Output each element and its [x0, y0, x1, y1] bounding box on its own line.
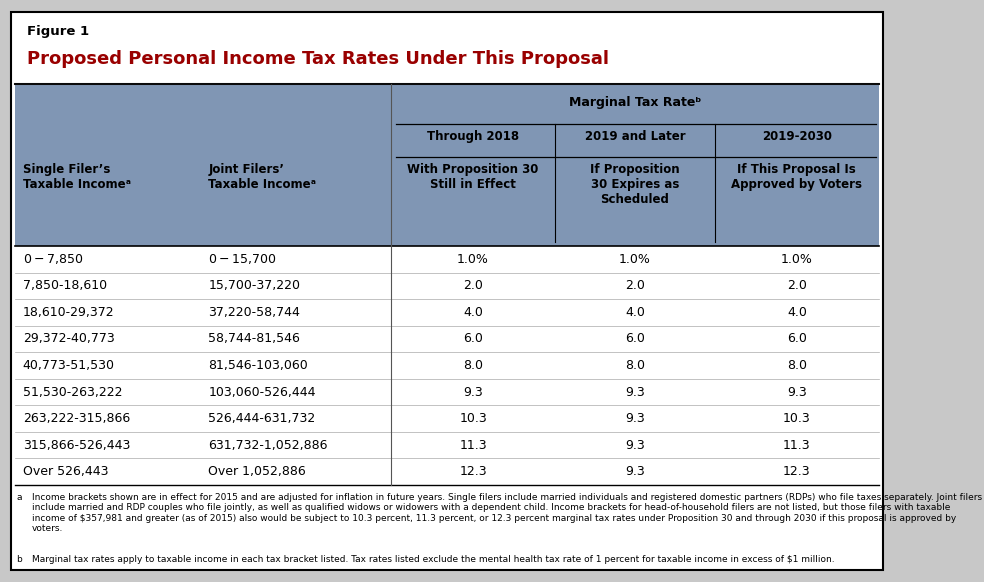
- Text: 9.3: 9.3: [625, 465, 645, 478]
- Text: 2019 and Later: 2019 and Later: [584, 130, 685, 143]
- Text: 631,732-1,052,886: 631,732-1,052,886: [209, 439, 328, 452]
- Text: 263,222-315,866: 263,222-315,866: [23, 412, 130, 425]
- Text: 9.3: 9.3: [625, 385, 645, 399]
- Text: 18,610-29,372: 18,610-29,372: [23, 306, 114, 319]
- Text: With Proposition 30
Still in Effect: With Proposition 30 Still in Effect: [407, 163, 539, 191]
- Text: $0-$7,850: $0-$7,850: [23, 252, 83, 267]
- Text: Proposed Personal Income Tax Rates Under This Proposal: Proposed Personal Income Tax Rates Under…: [28, 50, 609, 68]
- Text: 4.0: 4.0: [787, 306, 807, 319]
- Text: 10.3: 10.3: [460, 412, 487, 425]
- Text: Income brackets shown are in effect for 2015 and are adjusted for inflation in f: Income brackets shown are in effect for …: [31, 493, 982, 533]
- Text: 8.0: 8.0: [787, 359, 807, 372]
- Text: 1.0%: 1.0%: [781, 253, 813, 266]
- Text: 9.3: 9.3: [787, 385, 807, 399]
- Text: 315,866-526,443: 315,866-526,443: [23, 439, 130, 452]
- Text: 2.0: 2.0: [463, 279, 483, 292]
- Text: Through 2018: Through 2018: [427, 130, 520, 143]
- Text: 12.3: 12.3: [783, 465, 811, 478]
- Text: Joint Filers’
Taxable Incomeᵃ: Joint Filers’ Taxable Incomeᵃ: [209, 163, 317, 191]
- Text: 10.3: 10.3: [783, 412, 811, 425]
- Text: 6.0: 6.0: [787, 332, 807, 346]
- Text: 15,700-37,220: 15,700-37,220: [209, 279, 300, 292]
- Text: 9.3: 9.3: [625, 439, 645, 452]
- Text: 4.0: 4.0: [463, 306, 483, 319]
- Text: 1.0%: 1.0%: [619, 253, 650, 266]
- FancyBboxPatch shape: [11, 12, 884, 570]
- Text: Marginal Tax Rateᵇ: Marginal Tax Rateᵇ: [569, 96, 702, 109]
- Text: 9.3: 9.3: [463, 385, 483, 399]
- Text: 9.3: 9.3: [625, 412, 645, 425]
- Text: 1.0%: 1.0%: [458, 253, 489, 266]
- Text: 6.0: 6.0: [625, 332, 645, 346]
- Text: 2019-2030: 2019-2030: [762, 130, 831, 143]
- Text: 81,546-103,060: 81,546-103,060: [209, 359, 308, 372]
- Text: 2.0: 2.0: [787, 279, 807, 292]
- Text: a: a: [17, 493, 22, 502]
- Text: b: b: [17, 555, 22, 564]
- Text: 7,850-18,610: 7,850-18,610: [23, 279, 107, 292]
- Text: 103,060-526,444: 103,060-526,444: [209, 385, 316, 399]
- Text: Over 1,052,886: Over 1,052,886: [209, 465, 306, 478]
- Text: If Proposition
30 Expires as
Scheduled: If Proposition 30 Expires as Scheduled: [590, 163, 680, 206]
- Text: 40,773-51,530: 40,773-51,530: [23, 359, 115, 372]
- Text: 29,372-40,773: 29,372-40,773: [23, 332, 114, 346]
- Text: 12.3: 12.3: [460, 465, 487, 478]
- Text: Marginal tax rates apply to taxable income in each tax bracket listed. Tax rates: Marginal tax rates apply to taxable inco…: [31, 555, 834, 564]
- Bar: [16, 246, 879, 485]
- Text: 58,744-81,546: 58,744-81,546: [209, 332, 300, 346]
- Text: 2.0: 2.0: [625, 279, 645, 292]
- Text: 37,220-58,744: 37,220-58,744: [209, 306, 300, 319]
- Text: 526,444-631,732: 526,444-631,732: [209, 412, 316, 425]
- Text: $0-$15,700: $0-$15,700: [209, 252, 277, 267]
- Text: 11.3: 11.3: [460, 439, 487, 452]
- Text: 4.0: 4.0: [625, 306, 645, 319]
- Text: Over 526,443: Over 526,443: [23, 465, 108, 478]
- Text: Figure 1: Figure 1: [28, 25, 90, 38]
- Text: 8.0: 8.0: [463, 359, 483, 372]
- Text: 11.3: 11.3: [783, 439, 811, 452]
- Text: 6.0: 6.0: [463, 332, 483, 346]
- Text: If This Proposal Is
Approved by Voters: If This Proposal Is Approved by Voters: [731, 163, 862, 191]
- Text: 51,530-263,222: 51,530-263,222: [23, 385, 122, 399]
- Bar: [16, 84, 879, 246]
- Text: Single Filer’s
Taxable Incomeᵃ: Single Filer’s Taxable Incomeᵃ: [23, 163, 131, 191]
- Text: 8.0: 8.0: [625, 359, 645, 372]
